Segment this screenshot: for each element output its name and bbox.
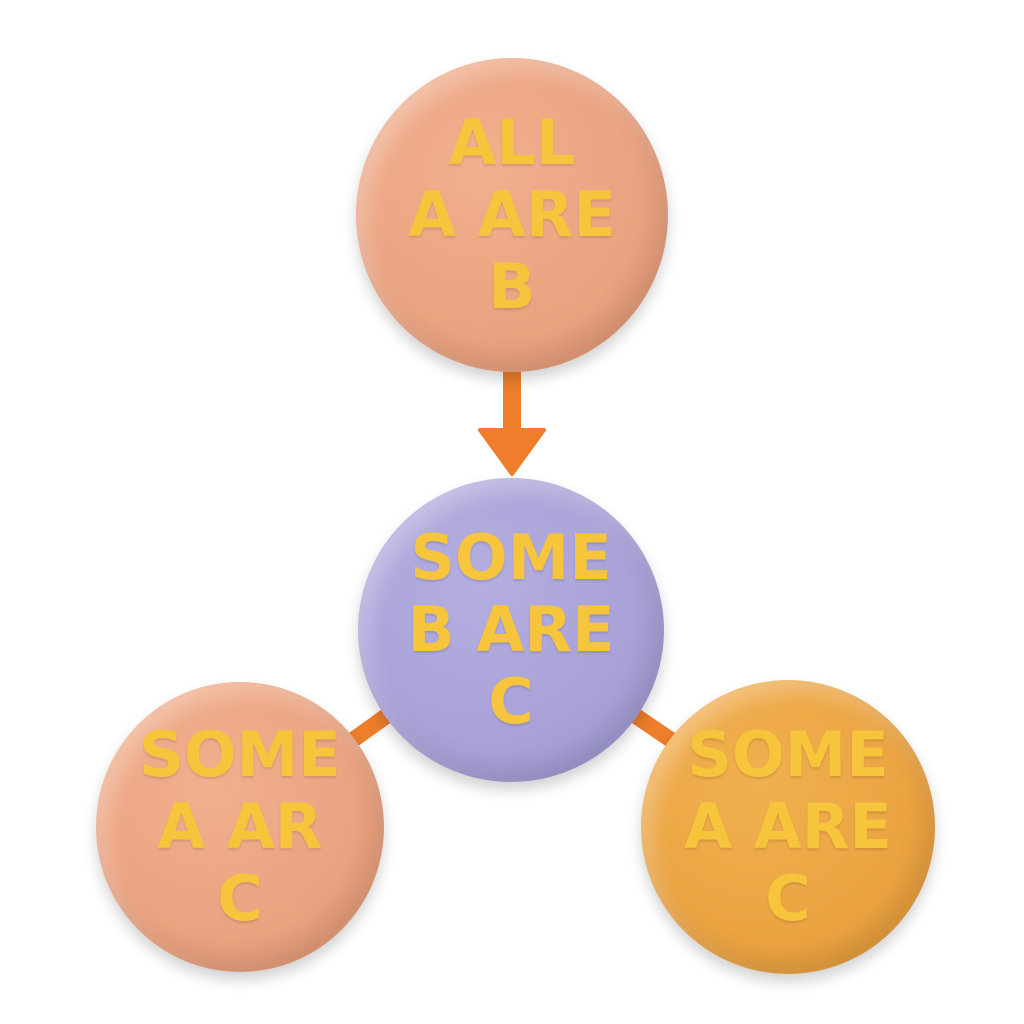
node-left-line-2: A AR — [157, 790, 323, 863]
node-top-line-3: B — [488, 250, 536, 323]
node-right-line-2: A ARE — [684, 790, 892, 863]
arrow-top-to-center — [478, 361, 546, 476]
node-left-line-3: C — [217, 862, 263, 935]
node-center-line-3: C — [488, 665, 534, 738]
node-some-a-are-c: SOME A ARE C — [641, 680, 935, 974]
node-top-line-1: ALL — [448, 106, 576, 179]
node-left-line-1: SOME — [139, 718, 341, 791]
node-center-label: SOME B ARE C — [408, 522, 615, 738]
node-left-label: SOME A AR C — [139, 719, 340, 935]
node-right-line-3: C — [765, 862, 811, 935]
node-all-a-are-b: ALL A ARE B — [356, 58, 668, 372]
node-right-line-1: SOME — [687, 718, 889, 791]
node-center-line-1: SOME — [410, 521, 612, 594]
node-right-label: SOME A ARE C — [684, 719, 892, 935]
node-some-b-are-c: SOME B ARE C — [358, 478, 664, 782]
node-top-label: ALL A ARE B — [408, 107, 616, 323]
node-center-line-2: B ARE — [407, 593, 615, 666]
node-top-line-2: A ARE — [408, 178, 616, 251]
link-center-to-right — [622, 704, 682, 750]
node-some-a-ar-c: SOME A AR C — [96, 682, 384, 972]
